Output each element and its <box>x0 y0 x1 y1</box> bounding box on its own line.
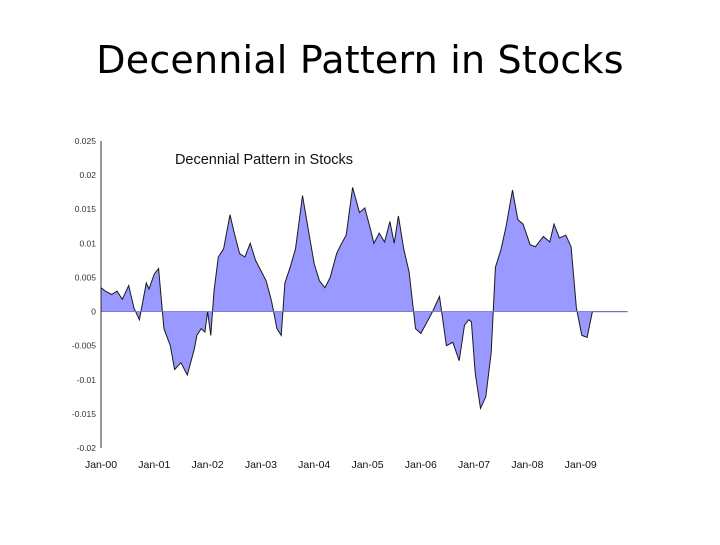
y-tick-label: 0.025 <box>75 136 97 146</box>
x-tick-label: Jan-09 <box>565 459 597 471</box>
series-area-fill <box>101 187 628 409</box>
y-tick-label: 0 <box>91 307 96 317</box>
series-line <box>100 187 628 411</box>
x-tick-label: Jan-08 <box>511 459 543 471</box>
x-tick-label: Jan-04 <box>298 459 330 471</box>
y-tick-label: 0.01 <box>79 238 96 248</box>
x-tick-label: Jan-00 <box>85 459 117 471</box>
x-tick-label: Jan-02 <box>192 459 224 471</box>
y-tick-label: -0.005 <box>72 341 96 351</box>
slide-title: Decennial Pattern in Stocks <box>96 38 624 82</box>
y-tick-label: -0.01 <box>77 375 97 385</box>
x-tick-label: Jan-06 <box>405 459 437 471</box>
y-tick-label: 0.02 <box>79 170 96 180</box>
y-tick-label: -0.015 <box>72 409 96 419</box>
x-tick-label: Jan-01 <box>138 459 170 471</box>
x-tick-label: Jan-07 <box>458 459 490 471</box>
x-tick-label: Jan-03 <box>245 459 277 471</box>
y-tick-label: -0.02 <box>77 443 97 453</box>
x-tick-label: Jan-05 <box>351 459 383 471</box>
y-tick-label: 0.005 <box>75 272 97 282</box>
chart-title: Decennial Pattern in Stocks <box>175 152 353 168</box>
y-tick-label: 0.015 <box>75 204 97 214</box>
